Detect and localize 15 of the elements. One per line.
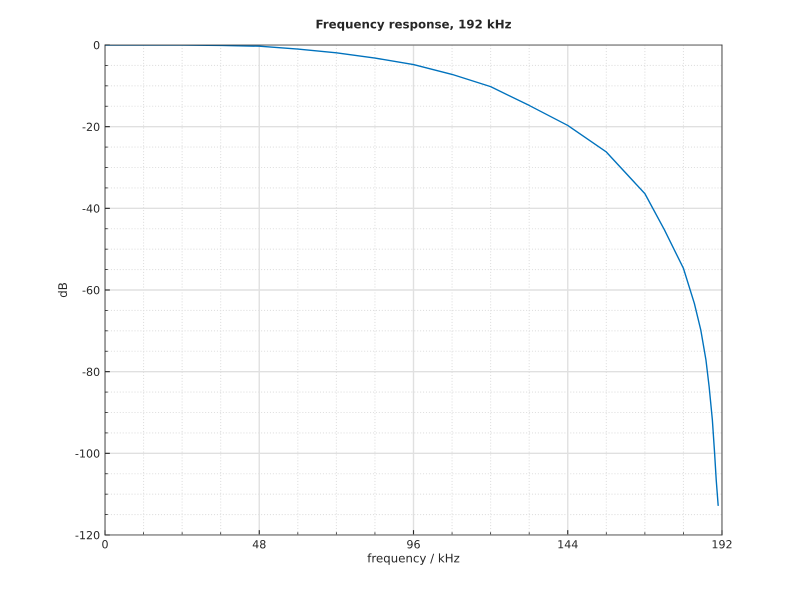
y-tick-label: -40 — [82, 204, 100, 213]
chart-title: Frequency response, 192 kHz — [316, 19, 511, 31]
x-tick-label: 96 — [407, 540, 420, 548]
x-tick-label: 48 — [252, 540, 266, 548]
y-tick-label: -20 — [82, 122, 100, 132]
y-tick-label: 0 — [94, 40, 100, 50]
y-tick-label: -120 — [75, 530, 100, 540]
y-tick-label: -80 — [82, 368, 100, 376]
x-tick-label: 144 — [558, 540, 578, 548]
y-axis-title: dB — [58, 283, 68, 298]
x-tick-label: 192 — [712, 540, 732, 548]
x-tick-label: 0 — [102, 540, 108, 548]
y-tick-label: -100 — [75, 449, 100, 458]
y-tick-label: -60 — [82, 286, 100, 294]
x-axis-title: frequency / kHz — [367, 553, 460, 565]
